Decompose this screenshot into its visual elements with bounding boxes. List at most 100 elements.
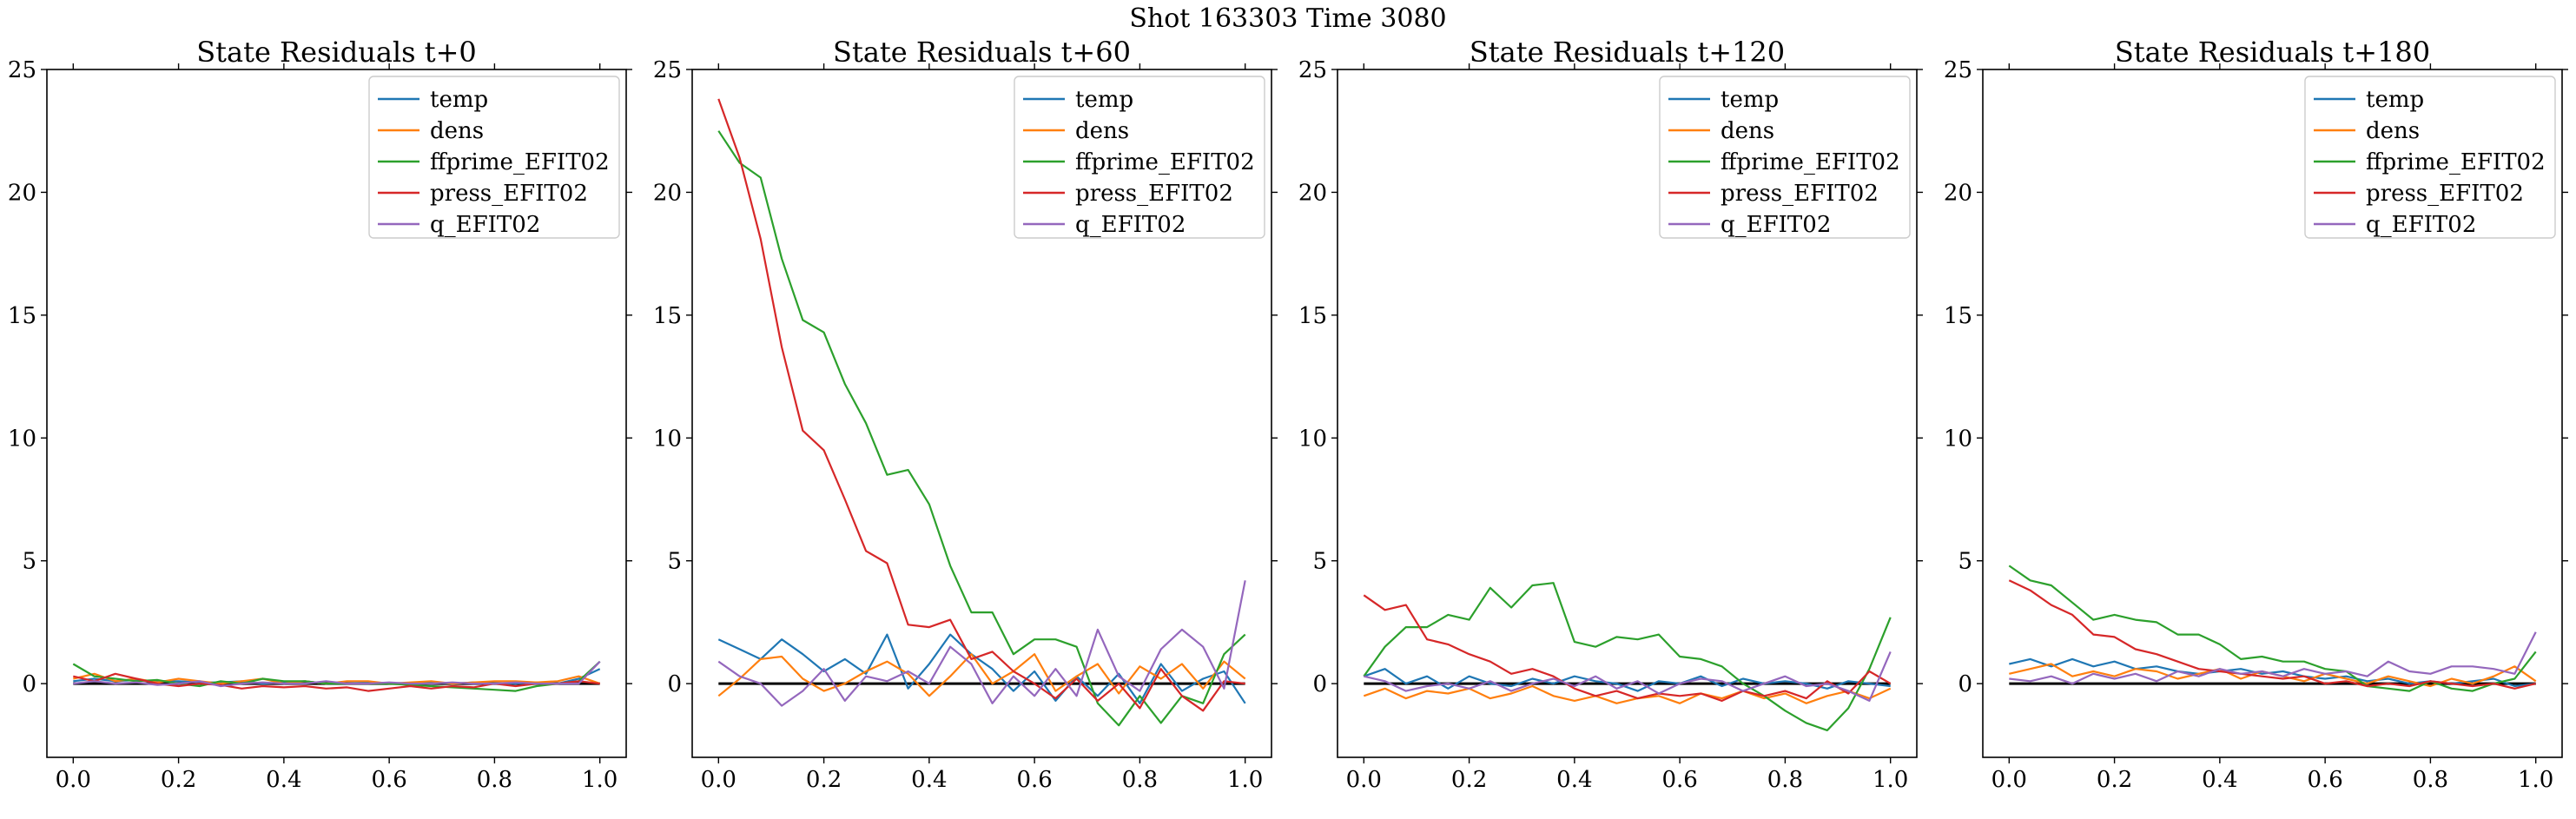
x-tick-label: 1.0 [1227,767,1263,793]
x-tick-label: 0.2 [1451,767,1487,793]
legend-label-ffprime_EFIT02: ffprime_EFIT02 [1075,149,1255,175]
series-line-press_EFIT02 [2008,579,2536,690]
y-tick-label: 5 [667,549,682,575]
x-tick-label: 0.6 [1016,767,1052,793]
axes-frame [691,69,1272,758]
x-tick-label: 0.6 [2307,767,2342,793]
series-line-q_EFIT02 [73,660,601,688]
y-tick-label: 20 [1298,180,1327,206]
y-tick-label: 15 [1298,303,1327,329]
x-tick-label: 0.2 [2097,767,2132,793]
legend-label-temp: temp [430,87,488,113]
panel-title: State Residuals t+60 [833,36,1131,69]
panels: State Residuals t+0 0.0 0.2 0.4 0.6 0.8 1.0 0 5 1… [8,36,2568,793]
legend-label-temp: temp [2366,87,2424,113]
y-tick-label: 15 [1944,303,1972,329]
x-tick-label: 0.6 [371,767,406,793]
x-tick-label: 0.4 [2202,767,2237,793]
panel-2: State Residuals t+120 0.0 0.2 0.4 0.6 0.8 1.0 0… [1298,36,1923,793]
y-tick-label: 25 [653,57,682,83]
series-line-dens [1363,684,1892,704]
y-tick-label: 10 [653,426,682,452]
panel-0: State Residuals t+0 0.0 0.2 0.4 0.6 0.8 1.0 0 5 1… [8,36,632,793]
y-tick-label: 15 [653,303,682,329]
y-tick-label: 20 [1944,180,1972,206]
series-line-q_EFIT02 [2009,631,2537,685]
y-tick-label: 25 [1298,57,1327,83]
x-tick-label: 0.8 [1767,767,1803,793]
y-tick-label: 20 [8,180,36,206]
x-tick-label: 0.0 [1346,767,1382,793]
legend-label-temp: temp [1721,87,1779,113]
legend-label-dens: dens [1075,118,1129,144]
y-tick-label: 5 [22,549,36,575]
legend-label-q_EFIT02: q_EFIT02 [1075,212,1186,238]
x-tick-label: 0.4 [1556,767,1592,793]
x-tick-label: 1.0 [582,767,618,793]
series-line-q_EFIT02 [1364,651,1892,703]
y-tick-label: 10 [1298,426,1327,452]
axes-frame [1337,69,1918,758]
legend-label-q_EFIT02: q_EFIT02 [1721,212,1831,238]
series-line-ffprime_EFIT02 [717,130,1246,727]
y-tick-label: 25 [8,57,36,83]
x-tick-label: 0.4 [911,767,947,793]
panel-1: State Residuals t+60 0.0 0.2 0.4 0.6 0.8 1.0 0 5… [653,36,1278,793]
y-tick-label: 20 [653,180,682,206]
series-line-ffprime_EFIT02 [2008,565,2537,692]
legend-box [2304,76,2556,239]
series-line-q_EFIT02 [717,580,1246,707]
x-tick-label: 0.2 [806,767,842,793]
y-tick-label: 0 [1958,671,1972,697]
legend-label-press_EFIT02: press_EFIT02 [1721,181,1879,207]
figure-suptitle: Shot 163303 Time 3080 [1129,3,1446,34]
y-tick-label: 5 [1958,549,1972,575]
legend-label-ffprime_EFIT02: ffprime_EFIT02 [1721,149,1900,175]
legend-label-press_EFIT02: press_EFIT02 [2366,181,2524,207]
legend-label-q_EFIT02: q_EFIT02 [2366,212,2476,238]
series-line-temp [717,633,1246,704]
series-line-ffprime_EFIT02 [1363,582,1892,732]
panel-title: State Residuals t+180 [2115,36,2430,69]
y-tick-label: 25 [1944,57,1972,83]
legend-label-ffprime_EFIT02: ffprime_EFIT02 [2366,149,2546,175]
x-tick-label: 0.0 [701,767,736,793]
series-line-press_EFIT02 [717,98,1245,712]
x-tick-label: 0.8 [477,767,512,793]
y-tick-label: 0 [667,671,682,697]
x-tick-label: 0.2 [161,767,196,793]
legend-box [1014,76,1265,239]
legend-label-q_EFIT02: q_EFIT02 [430,212,540,238]
x-tick-label: 0.6 [1661,767,1697,793]
x-tick-label: 0.8 [2413,767,2448,793]
y-tick-label: 10 [1944,426,1972,452]
legend-label-dens: dens [2366,118,2420,144]
legend-label-press_EFIT02: press_EFIT02 [1075,181,1233,207]
axes-frame [46,69,627,758]
legend-label-temp: temp [1075,87,1133,113]
legend-box [368,76,620,239]
legend-box [1659,76,1911,239]
x-tick-label: 1.0 [1873,767,1908,793]
axes-frame [1982,69,2563,758]
x-tick-label: 0.4 [266,767,301,793]
series-line-temp [1363,668,1891,692]
y-tick-label: 0 [22,671,36,697]
x-tick-label: 0.0 [56,767,91,793]
legend-label-press_EFIT02: press_EFIT02 [430,181,588,207]
x-tick-label: 0.0 [1991,767,2027,793]
x-tick-label: 1.0 [2518,767,2553,793]
x-tick-label: 0.8 [1122,767,1158,793]
panel-title: State Residuals t+120 [1470,36,1785,69]
series-line-ffprime_EFIT02 [72,660,601,692]
panel-3: State Residuals t+180 0.0 0.2 0.4 0.6 0.8 1.0 0… [1944,36,2568,793]
legend-label-dens: dens [430,118,484,144]
y-tick-label: 10 [8,426,36,452]
y-tick-label: 0 [1312,671,1327,697]
legend-label-dens: dens [1721,118,1774,144]
legend-label-ffprime_EFIT02: ffprime_EFIT02 [430,149,610,175]
y-tick-label: 15 [8,303,36,329]
series-line-press_EFIT02 [1363,594,1892,703]
panel-title: State Residuals t+0 [196,36,477,69]
